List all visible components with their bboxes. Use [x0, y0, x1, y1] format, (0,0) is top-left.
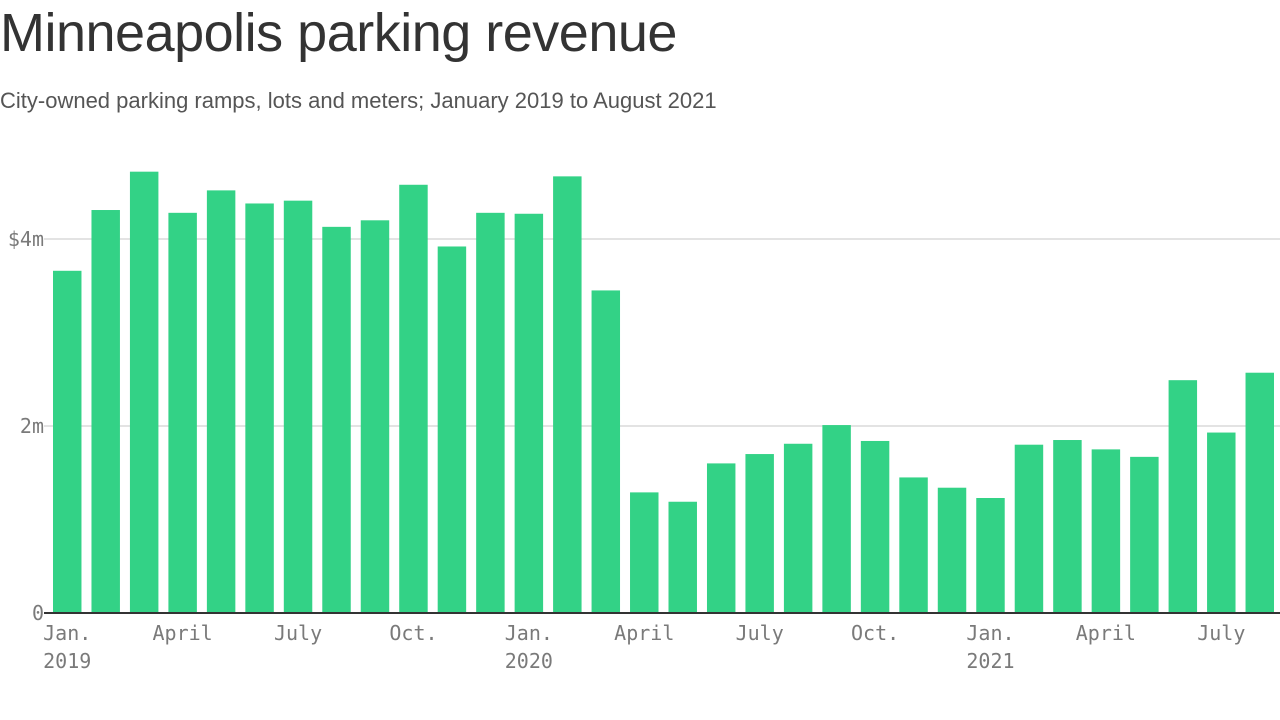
- bar: Jul 2021: 1.93: [1207, 432, 1236, 613]
- x-tick-label: Jan.: [43, 621, 91, 645]
- bar: Dec 2020: 1.34: [937, 487, 967, 613]
- bar: Jun 2021: 2.49: [1168, 380, 1198, 613]
- bar: May 2019: 4.52: [206, 190, 236, 613]
- bar: Feb 2019: 4.31: [91, 210, 120, 613]
- bar: Apr 2021: 1.75: [1091, 449, 1121, 614]
- x-tick-label: April: [153, 621, 213, 645]
- x-tick-label: April: [614, 621, 674, 645]
- chart-title: Minneapolis parking revenue: [0, 3, 677, 63]
- chart-subtitle: City-owned parking ramps, lots and meter…: [0, 88, 717, 113]
- bar: May 2021: 1.67: [1130, 456, 1159, 613]
- x-tick-label: April: [1076, 621, 1136, 645]
- bar: Nov 2019: 3.92: [437, 246, 467, 614]
- x-tick-label: Jan.: [966, 621, 1014, 645]
- x-tick-label: Oct.: [851, 621, 899, 645]
- bar: Jul 2019: 4.41: [283, 200, 313, 613]
- x-tick-label: July: [1197, 621, 1245, 645]
- bar: Aug 2019: 4.13: [322, 226, 351, 613]
- bar: Feb 2021: 1.8: [1014, 444, 1044, 613]
- bar: Jan 2019: 3.66: [53, 270, 82, 613]
- y-tick-label: 2m: [20, 414, 44, 438]
- bar: Sep 2019: 4.2: [360, 220, 390, 614]
- bar: Apr 2020: 1.29: [630, 492, 659, 613]
- bar: Aug 2021: 2.57: [1245, 372, 1274, 613]
- bar: Aug 2020: 1.81: [783, 443, 813, 613]
- bar: Jan 2021: 1.23: [976, 498, 1005, 613]
- bar: Sep 2020: 2.01: [822, 425, 851, 613]
- bar: Oct 2020: 1.84: [860, 440, 890, 613]
- bar: May 2020: 1.19: [668, 501, 697, 613]
- x-tick-label: Oct.: [389, 621, 437, 645]
- x-tick-label: 2019: [43, 649, 91, 673]
- bar: Mar 2021: 1.85: [1053, 440, 1082, 613]
- x-tick-label: Jan.: [505, 621, 553, 645]
- bar: Mar 2020: 3.45: [591, 290, 621, 613]
- bar: Jun 2019: 4.38: [245, 203, 274, 613]
- x-tick-label: 2020: [505, 649, 553, 673]
- x-tick-label: July: [736, 621, 784, 645]
- y-axis-ticks: 0 2m $4m: [8, 227, 44, 625]
- bar: Oct 2019: 4.58: [399, 184, 428, 613]
- x-axis-ticks: Jan. 2019 April July Oct. Jan. 2020 April July Oc…: [43, 621, 1245, 673]
- bar: Jan 2020: 4.27: [514, 213, 544, 613]
- x-tick-label: 2021: [966, 649, 1014, 673]
- bar: Mar 2019: 4.72: [129, 171, 159, 613]
- bar: Nov 2020: 1.45: [899, 477, 928, 613]
- bar: Feb 2020: 4.67: [553, 176, 582, 614]
- x-tick-label: July: [274, 621, 322, 645]
- bar: Apr 2019: 4.28: [168, 212, 197, 613]
- bars: Jan 2019: 3.66 Feb 2019: 4.31 Mar 2019: 4.…: [53, 171, 1274, 614]
- bar: Jun 2020: 1.6: [706, 463, 736, 613]
- y-tick-label: $4m: [8, 227, 44, 251]
- y-tick-label: 0: [32, 601, 44, 625]
- bar: Dec 2019: 4.28: [476, 212, 505, 613]
- bar: Jul 2020: 1.7: [745, 454, 774, 613]
